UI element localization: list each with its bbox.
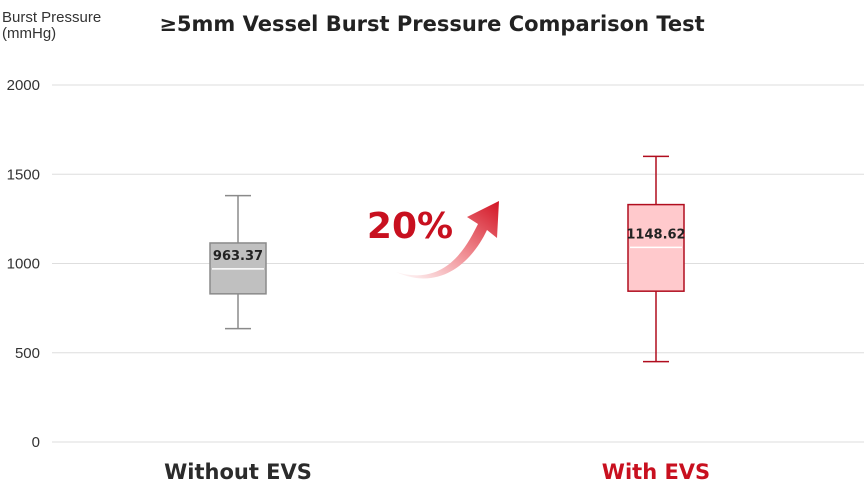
mean-value-label: 963.37 xyxy=(213,249,263,264)
box-plot: 1148.62 xyxy=(626,155,686,363)
y-tick-label: 500 xyxy=(15,345,40,362)
category-label: With EVS xyxy=(602,460,710,484)
percent-increase-label: 20% xyxy=(367,206,453,247)
y-tick-label: 1000 xyxy=(7,256,40,273)
box-plot: 963.37 xyxy=(209,194,267,330)
category-labels: Without EVS With EVS xyxy=(164,460,710,484)
mean-value-label: 1148.62 xyxy=(626,227,685,242)
category-label: Without EVS xyxy=(164,460,312,484)
y-tick-label: 0 xyxy=(32,434,40,451)
increase-arrow xyxy=(396,201,499,279)
grid: 0 500 1000 1500 2000 xyxy=(7,77,864,451)
chart-title: ≥5mm Vessel Burst Pressure Comparison Te… xyxy=(159,12,704,36)
y-tick-label: 2000 xyxy=(7,77,40,94)
y-axis-label-line1: Burst Pressure xyxy=(2,9,101,26)
y-tick-label: 1500 xyxy=(7,166,40,183)
y-axis-label-line2: (mmHg) xyxy=(2,25,56,42)
arrow-icon xyxy=(396,201,499,279)
box-plots: 963.37 1148.62 xyxy=(209,155,686,363)
